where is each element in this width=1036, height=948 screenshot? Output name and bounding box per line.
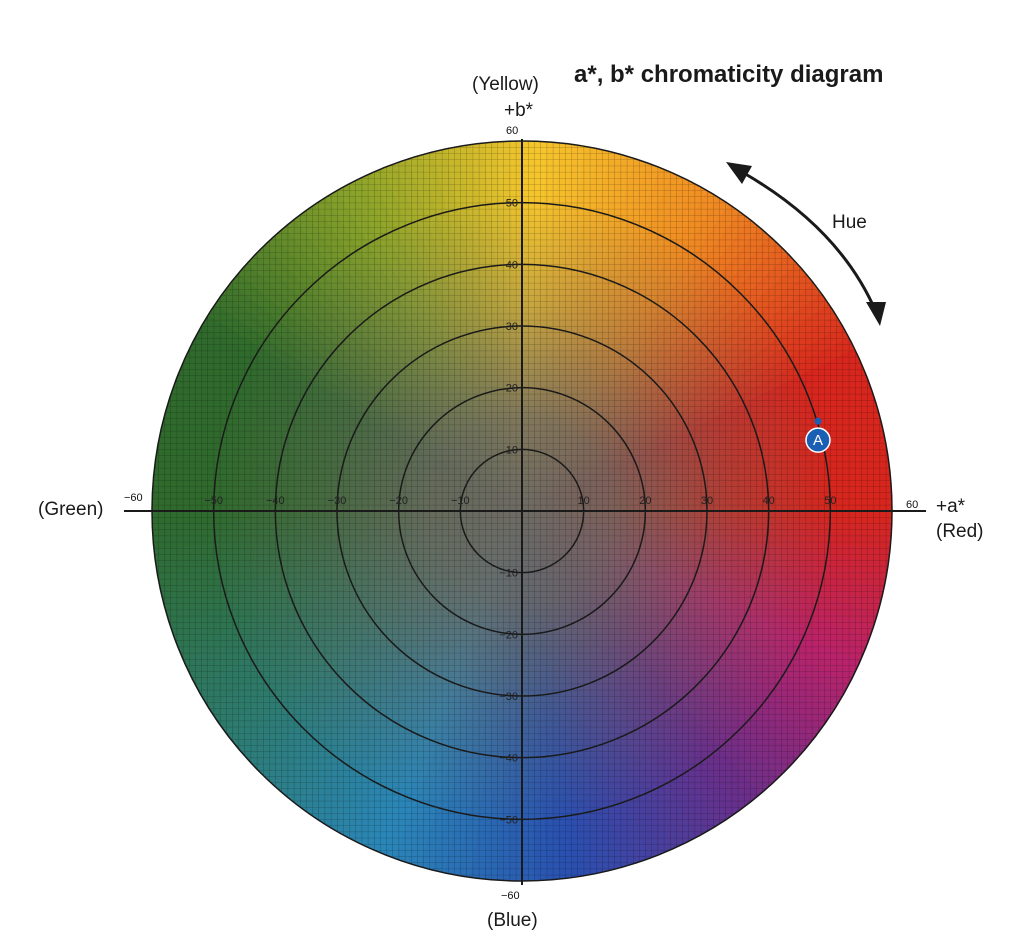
axis-label-a-plus: +a* xyxy=(936,496,966,517)
tick-a-end-pos: 60 xyxy=(906,499,918,511)
point-a-badge xyxy=(805,427,831,453)
tick-label-a: −50 xyxy=(204,495,223,507)
tick-label-a: 50 xyxy=(824,495,836,507)
tick-label-a: −20 xyxy=(389,495,408,507)
point-a-label: A xyxy=(813,432,823,449)
diagram-title: a*, b* chromaticity diagram xyxy=(574,61,883,88)
tick-label-a: 40 xyxy=(763,495,775,507)
point-a-dot xyxy=(814,417,822,425)
axis-label-red: (Red) xyxy=(936,521,984,542)
tick-label-a: −30 xyxy=(328,495,347,507)
tick-label-b: 20 xyxy=(506,383,518,395)
tick-label-a: 20 xyxy=(639,495,651,507)
tick-labels: −50 −40 −30 −20 −10 10 20 30 40 50 10 20 30 40 50 −10 −2… xyxy=(204,198,836,827)
tick-label-b: 10 xyxy=(506,444,518,456)
tick-label-a: 10 xyxy=(578,495,590,507)
tick-label-b: 30 xyxy=(506,321,518,333)
hue-arrowhead-end xyxy=(866,302,886,326)
tick-label-b: 40 xyxy=(506,259,518,271)
axis-label-yellow: (Yellow) xyxy=(472,74,539,95)
axis-label-b-plus: +b* xyxy=(504,100,534,121)
tick-b-end-pos: 60 xyxy=(506,125,518,137)
hue-arrow xyxy=(726,162,886,326)
grid-overlay xyxy=(152,141,892,881)
tick-label-a: −40 xyxy=(266,495,285,507)
tick-label-b: −30 xyxy=(499,691,518,703)
axis-label-blue: (Blue) xyxy=(487,910,538,931)
point-a-marker: A xyxy=(805,417,831,453)
hue-wheel xyxy=(152,141,892,881)
tick-label-b: −40 xyxy=(499,753,518,765)
tick-b-end-neg: −60 xyxy=(501,890,520,902)
tick-label-a: 30 xyxy=(701,495,713,507)
axis-label-green: (Green) xyxy=(38,499,103,520)
hue-label: Hue xyxy=(832,212,867,233)
tick-label-b: −10 xyxy=(499,568,518,580)
tick-label-b: −20 xyxy=(499,629,518,641)
tick-a-end-neg: −60 xyxy=(124,492,143,504)
tick-label-b: −50 xyxy=(499,814,518,826)
tick-label-b: 50 xyxy=(506,198,518,210)
hue-arrowhead-start xyxy=(726,162,752,184)
tick-label-a: −10 xyxy=(451,495,470,507)
